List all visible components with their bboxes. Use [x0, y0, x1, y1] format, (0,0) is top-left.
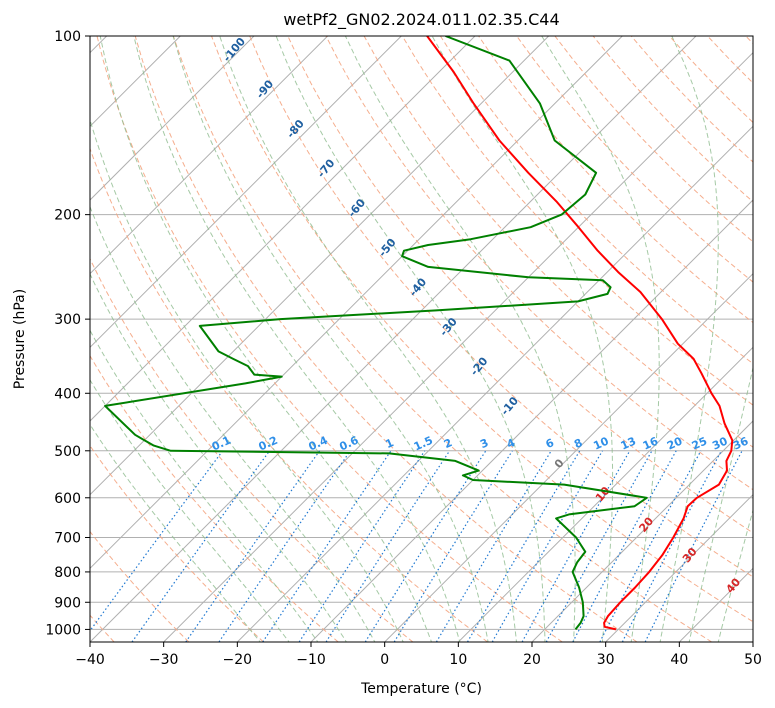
- x-axis-label: Temperature (°C): [360, 681, 482, 697]
- y-tick-label: 600: [54, 491, 81, 507]
- y-tick-label: 800: [54, 565, 81, 581]
- isotherm-line: [90, 36, 623, 570]
- moist-adiabat-line: [541, 36, 660, 642]
- y-tick-label: 400: [54, 386, 81, 402]
- isotherm-line: [90, 36, 255, 201]
- x-axis-ticks: −40 −30 −20 −10 0 10 20 30 40 50: [75, 642, 762, 668]
- moist-adiabat-line: [90, 272, 347, 642]
- dry-adiabat-line: [249, 36, 753, 578]
- mixing-ratio-line: [435, 450, 552, 642]
- mixing-ratio-line: [644, 450, 743, 642]
- mixing-ratio-line: [599, 450, 702, 642]
- dry-adiabat-line: [516, 36, 753, 283]
- dry-adiabat-line: [96, 36, 563, 642]
- y-tick-label: 300: [54, 312, 81, 328]
- mixing-ratio-line: [131, 450, 271, 642]
- isotherm-line: [90, 36, 550, 496]
- y-tick-label: 1000: [45, 622, 81, 638]
- chart-title: wetPf2_GN02.2024.011.02.35.C44: [283, 10, 559, 30]
- mixing-ratio-label: 10: [591, 434, 611, 452]
- mixing-ratio-line: [572, 450, 677, 642]
- y-tick-label: 200: [54, 208, 81, 224]
- x-tick-label: 10: [449, 652, 467, 668]
- mixing-ratio-lines: [90, 450, 743, 642]
- moist-adiabats: [90, 36, 753, 642]
- moist-adiabat-line: [90, 117, 404, 642]
- plot-frame: [89, 35, 754, 643]
- moist-adiabat-line: [431, 36, 614, 642]
- moist-adiabat-line: [688, 365, 753, 642]
- moist-adiabat-line: [219, 36, 518, 642]
- x-tick-label: −20: [223, 652, 253, 668]
- moist-adiabat-line: [90, 329, 319, 642]
- mixing-ratio-label: 30: [710, 434, 730, 452]
- x-tick-label: −10: [296, 652, 326, 668]
- dry-adiabat-line: [90, 257, 414, 642]
- x-tick-label: 40: [670, 652, 688, 668]
- skewed-isotherm-gridlines: [90, 36, 753, 642]
- dry-adiabat-line: [172, 36, 712, 642]
- dry-adiabat-line: [90, 147, 488, 642]
- dry-adiabat-line: [90, 530, 190, 642]
- x-tick-label: 20: [523, 652, 541, 668]
- y-axis-ticks: 1000 900 800 700 600 500 400 300 200 100: [45, 29, 90, 638]
- moist-adiabat-line: [133, 36, 461, 642]
- mixing-ratio-label: 13: [619, 435, 638, 453]
- moist-adiabat-line: [90, 205, 376, 642]
- mixing-ratio-label: 25: [690, 435, 709, 453]
- y-tick-label: 900: [54, 595, 81, 611]
- isotherm-line: [236, 125, 753, 642]
- mixing-ratio-label: 36: [731, 434, 751, 452]
- x-tick-label: 50: [744, 652, 762, 668]
- moist-adiabat-line: [172, 36, 489, 642]
- dry-adiabat-line: [90, 444, 264, 642]
- dry-adiabat-line: [90, 354, 339, 642]
- x-tick-label: −40: [75, 652, 105, 668]
- mixing-ratio-line: [521, 450, 631, 642]
- dry-adiabat-line: [134, 36, 638, 642]
- x-tick-label: 30: [597, 652, 615, 668]
- isotherm-line: [605, 493, 753, 642]
- moist-adiabat-line: [659, 36, 719, 642]
- dry-adiabat-line: [325, 36, 753, 491]
- plot-area: 0.1 0.2 0.4 0.6 1 1.5 2 3 4 6 8 10 13 16 20 25 30 36-100-…: [90, 36, 753, 642]
- x-tick-label: −30: [149, 652, 179, 668]
- temperature-profile-line: [426, 36, 734, 631]
- y-tick-label: 100: [54, 29, 81, 45]
- y-tick-label: 700: [54, 531, 81, 547]
- isotherm-line: [90, 36, 329, 275]
- mixing-ratio-label: 20: [665, 434, 685, 452]
- isotherm-line: [384, 272, 753, 642]
- isotherm-line: [457, 346, 753, 642]
- isotherm-line: [163, 51, 753, 642]
- dry-adiabat-line: [211, 36, 753, 623]
- mixing-ratio-line: [325, 450, 451, 642]
- mixing-ratio-line: [298, 450, 426, 642]
- mixing-ratio-line: [262, 450, 392, 642]
- moist-adiabat-line: [90, 423, 261, 642]
- y-tick-label: 500: [54, 444, 81, 460]
- y-axis-label: Pressure (hPa): [12, 289, 28, 389]
- moist-adiabat-line: [99, 36, 433, 642]
- mixing-ratio-label: 16: [641, 434, 661, 452]
- isotherm-line: [90, 36, 476, 422]
- moist-adiabat-line: [344, 36, 576, 642]
- isotherm-line: [531, 420, 753, 642]
- mixing-ratio-line: [90, 450, 224, 632]
- dewpoint-profile-line: [104, 36, 648, 631]
- dry-adiabat-line: [439, 36, 753, 365]
- mixing-ratio-line: [218, 450, 351, 642]
- profile-series: [104, 36, 734, 631]
- x-tick-label: 0: [380, 652, 389, 668]
- isotherm-line: [90, 36, 697, 642]
- isotherm-line: [90, 36, 402, 349]
- moist-adiabat-line: [717, 508, 753, 642]
- mixing-ratio-line: [185, 450, 321, 642]
- mixing-ratio-line: [364, 450, 487, 642]
